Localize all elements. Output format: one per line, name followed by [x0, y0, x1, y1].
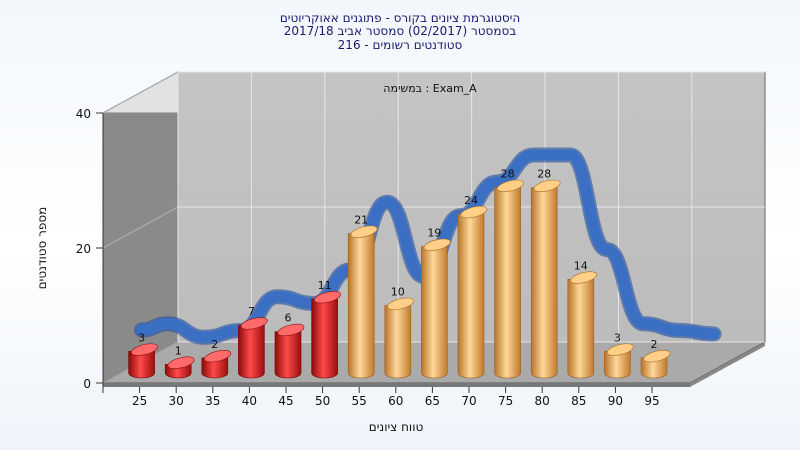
bar [421, 238, 451, 379]
bar-value-label: 28 [501, 168, 515, 181]
bar [347, 225, 378, 379]
x-tick-label: 25 [132, 394, 147, 408]
gridlines [102, 71, 765, 384]
bar-value-label: 14 [574, 259, 588, 272]
y-tick-label: 40 [76, 107, 91, 121]
floor-right-edge [690, 342, 765, 387]
x-tick-label: 75 [498, 394, 513, 408]
bar-value-label: 2 [211, 338, 218, 351]
x-tick-label: 50 [315, 394, 330, 408]
bar-value-label: 19 [427, 227, 441, 240]
x-tick-label: 40 [242, 394, 257, 408]
panel-label: במשימה : Exam_A [383, 82, 477, 95]
bars [128, 179, 671, 379]
chart-title-line-3: סטודנטים רשומים - 216 [337, 38, 463, 52]
floor-front-edge [103, 383, 690, 387]
bar [530, 179, 561, 379]
bar [311, 291, 341, 379]
x-tick-label: 35 [205, 394, 220, 408]
bar-value-label: 11 [318, 279, 332, 292]
x-tick-label: 30 [169, 394, 184, 408]
bar-value-label: 21 [354, 213, 368, 226]
bar [494, 179, 524, 379]
bar [457, 205, 488, 379]
bar-value-label: 10 [391, 286, 405, 299]
x-tick-label: 55 [352, 394, 367, 408]
bar [274, 323, 305, 379]
axes: 0 20 40 25 30 35 40 45 50 55 60 65 70 75 80 85 90 95 [76, 107, 660, 408]
bar [640, 350, 671, 379]
bar [384, 297, 415, 379]
bar [201, 350, 232, 379]
y-tick-label: 0 [83, 377, 91, 391]
x-tick-label: 60 [388, 394, 403, 408]
bar [128, 343, 158, 379]
bar-value-label: 3 [138, 331, 145, 344]
bar [604, 343, 634, 379]
x-tick-label: 80 [535, 394, 550, 408]
bar-value-label: 28 [537, 168, 551, 181]
y-axis-label: מספר סטודנטים [35, 207, 49, 290]
bar-value-label: 7 [248, 305, 255, 318]
x-axis-label: טווח ציונים [369, 420, 424, 434]
bar [567, 271, 598, 379]
bar-value-labels: 3 1 2 7 6 11 21 10 19 24 28 28 14 3 2 [138, 168, 657, 358]
bar-value-label: 24 [464, 194, 478, 207]
chart-title-line-2: בסמסטר (02/2017) סמסטר אביב 2017/18 [283, 24, 517, 38]
chart-title-line-1: היסטוגרמת ציונים בקורס - פתוגנים אאוקריו… [279, 11, 521, 25]
x-tick-label: 90 [608, 394, 623, 408]
bar-value-label: 1 [175, 344, 182, 357]
x-tick-label: 95 [644, 394, 659, 408]
bar-value-label: 3 [614, 331, 621, 344]
bar-value-label: 6 [285, 312, 292, 325]
bar-value-label: 2 [651, 338, 658, 351]
x-tick-label: 85 [571, 394, 586, 408]
x-tick-label: 70 [461, 394, 476, 408]
bar [164, 356, 195, 379]
bar [238, 317, 268, 379]
y-tick-label: 20 [76, 242, 91, 256]
x-tick-label: 45 [278, 394, 293, 408]
x-tick-label: 65 [425, 394, 440, 408]
